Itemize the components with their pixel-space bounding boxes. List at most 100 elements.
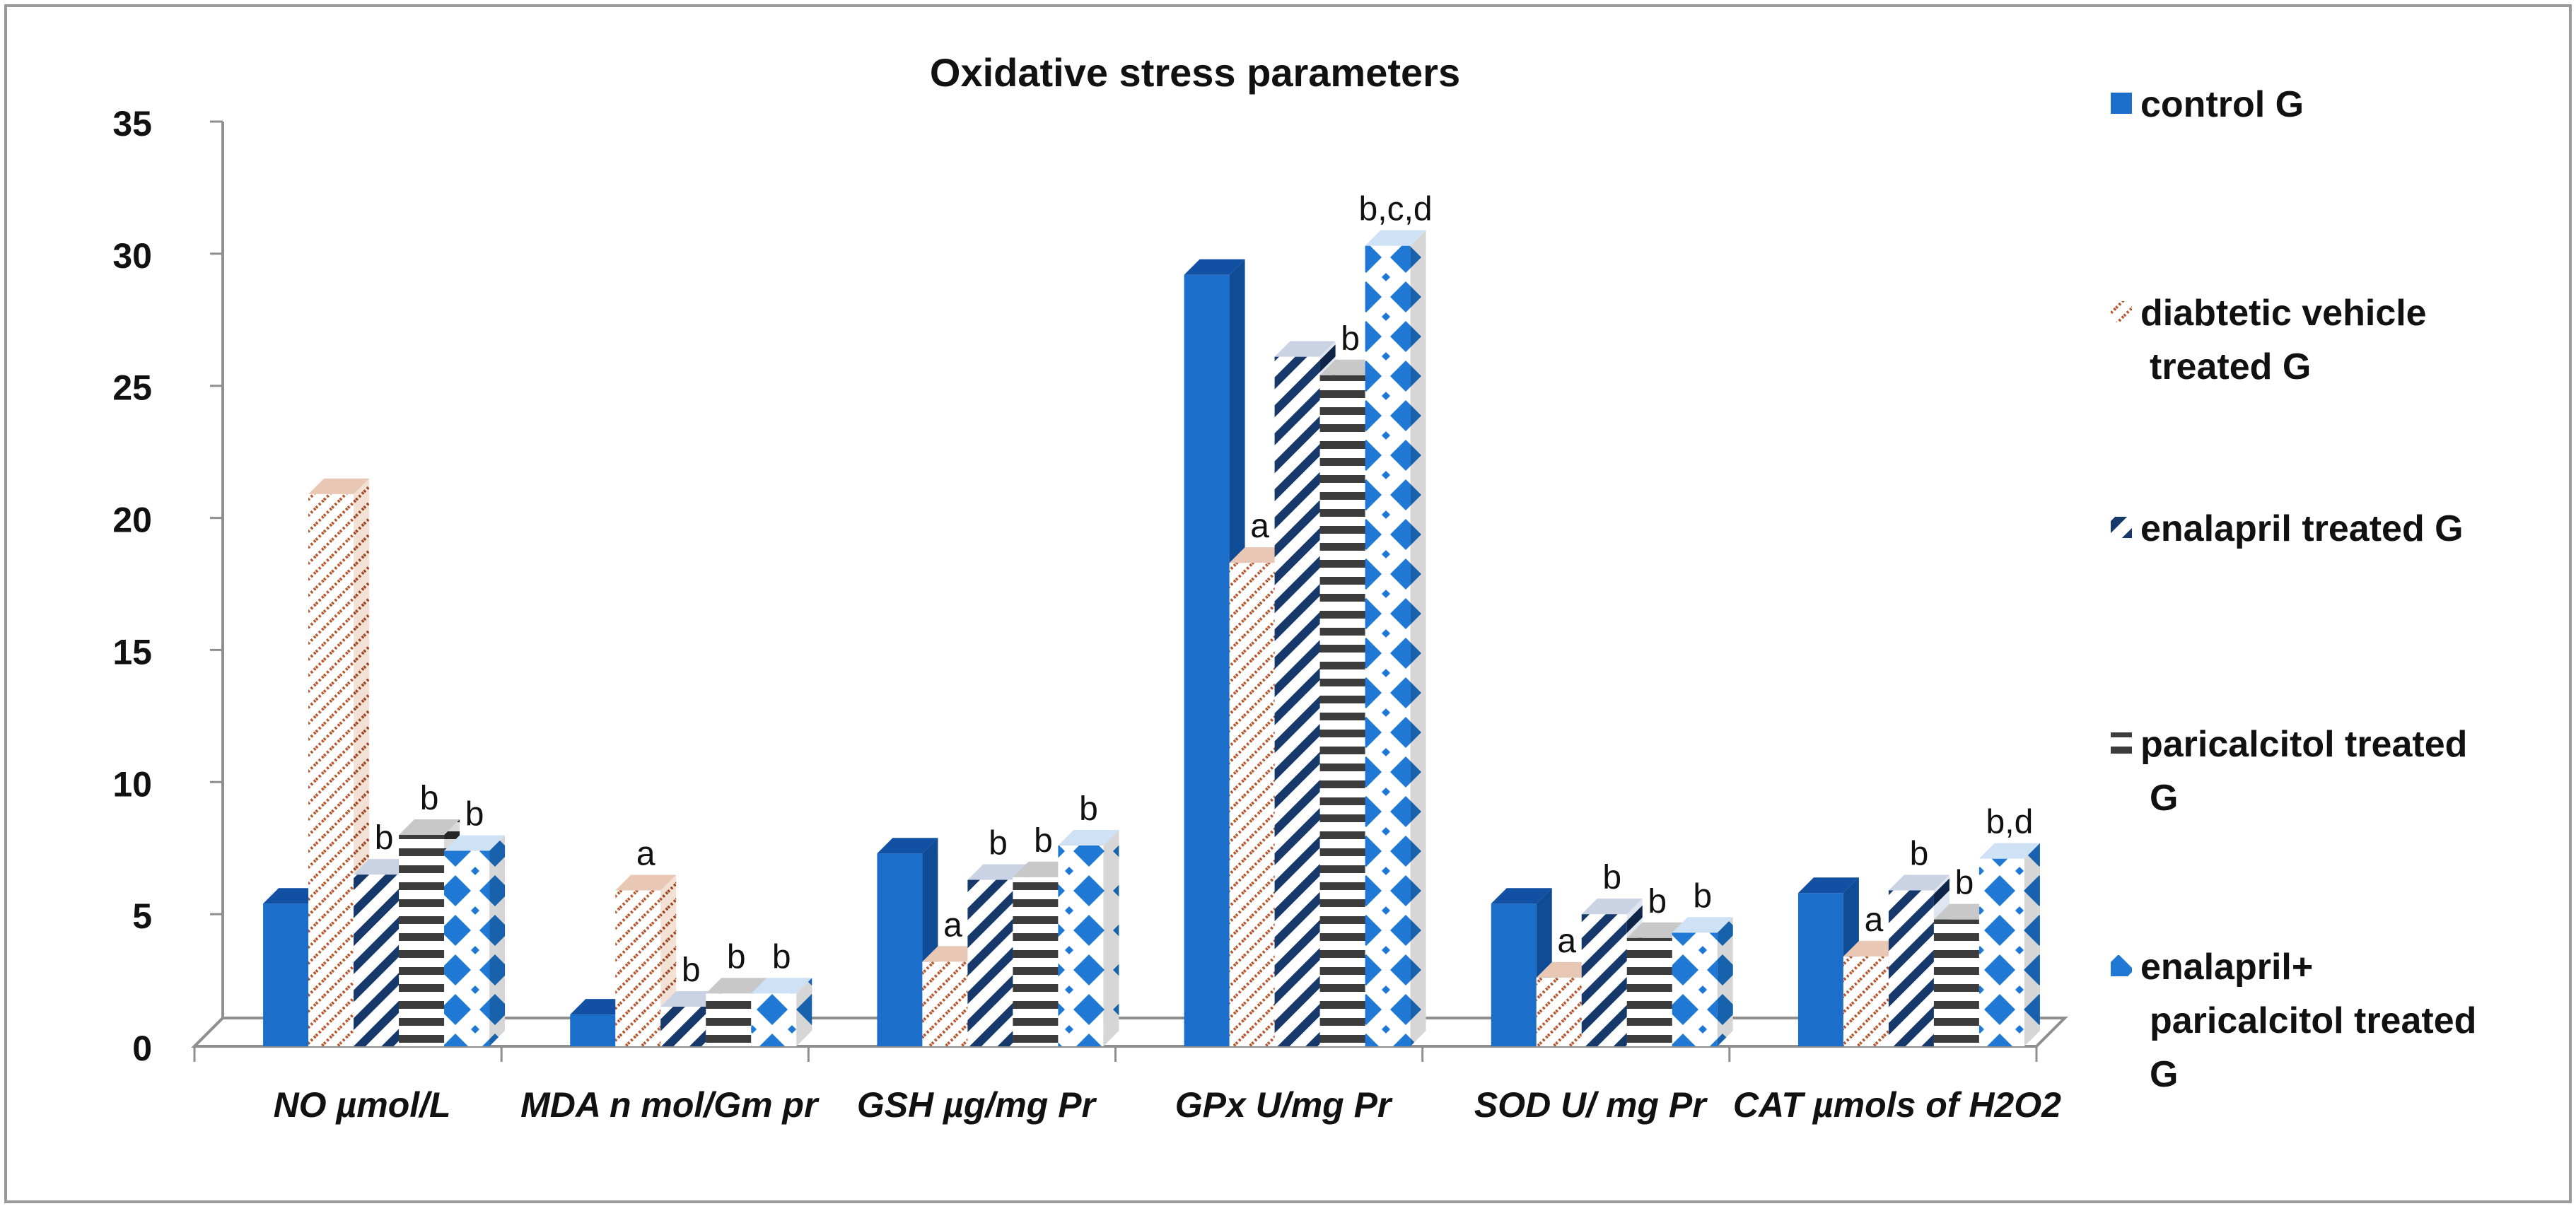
legend-swatch [2111,732,2132,754]
x-category-label: MDA n mol/Gm pr [520,1085,820,1125]
bar-top [1274,341,1336,357]
bar-side [1103,829,1119,1046]
legend-item-1: diabtetic vehicle treated G [2111,293,2427,387]
x-axis-categories: NO µmol/L MDA n mol/Gm pr GSH µg/mg Pr GPx … [274,1085,2062,1125]
bar-4-0 [1491,888,1552,1046]
bar-0-4 [444,835,506,1046]
bar-annotation: b [682,952,701,989]
legend-swatch [2111,301,2132,322]
bar-annotation: a [1250,508,1269,545]
bar-side [796,978,812,1046]
bar-top [399,819,460,836]
bar-front [967,879,1013,1046]
bar-front [660,1006,706,1046]
bar-annotation: b [420,780,439,817]
bar-top [1058,829,1119,846]
y-tick-label: 35 [112,104,152,144]
bar-top [1888,874,1950,891]
bar-annotation: b [375,819,394,857]
legend-label: enalapril treated G [2140,508,2464,549]
bar-top [1491,888,1552,904]
bar-top [1672,917,1733,933]
bar-annotation: b,d [1986,804,2034,841]
bar-annotation: b [465,795,484,833]
bar-side [1717,917,1733,1046]
legend-label: enalapril+ paricalcitol treated G [2140,947,2476,1095]
bar-annotation: b [1648,883,1667,920]
legend-item-4: enalapril+ paricalcitol treated G [2111,947,2476,1095]
bar-annotation: a [636,836,655,873]
bar-annotation: b,c,d [1359,191,1433,228]
bar-annotation: a [1865,901,1884,939]
legend-label-line: paricalcitol treated [2140,724,2467,765]
bar-front [751,993,797,1046]
legend-label-line: G [2150,778,2178,819]
y-tick-label: 10 [112,764,152,804]
bar-top [877,838,938,854]
y-tick-label: 5 [132,896,152,936]
x-category-label: GSH µg/mg Pr [857,1085,1097,1125]
bar-front [263,903,309,1046]
bar-front [308,493,354,1046]
bar-front [1843,956,1889,1046]
bar-front [1933,919,1979,1046]
bar-top [967,864,1029,880]
y-tick-label: 15 [112,632,152,672]
legend-swatch [2111,517,2132,538]
bar-2-4 [1058,829,1119,1046]
legend-label-line: control G [2140,84,2304,125]
y-axis-ticks: 0 5 10 15 20 25 30 35 [112,104,223,1068]
bar-front [1626,937,1672,1046]
bar-front [1013,877,1059,1046]
bar-annotation: b [1955,865,1974,902]
bar-annotation: b [1693,877,1712,915]
bar-annotation: b [727,938,746,976]
legend: control G diabtetic vehicle treated G enal… [2111,84,2476,1095]
legend-label-line: G [2150,1054,2178,1095]
bar-annotation: b [1341,320,1360,358]
y-tick-label: 20 [112,501,152,540]
legend-item-2: enalapril treated G [2111,508,2464,549]
bar-front [1319,375,1365,1046]
legend-item-0: control G [2111,84,2304,125]
bar-top [308,478,370,494]
bar-side [1410,230,1426,1046]
bar-annotation: b [1079,790,1098,828]
bar-top [706,978,767,994]
bar-1-4 [751,978,812,1046]
bar-annotation: b [989,825,1008,862]
legend-swatch [2111,93,2132,114]
legend-label-line: enalapril+ [2140,947,2313,988]
x-category-label: GPx U/mg Pr [1175,1085,1393,1125]
legend-item-3: paricalcitol treated G [2111,724,2467,819]
bar-front [354,874,400,1046]
bar-top [1797,877,1859,894]
legend-label: diabtetic vehicle treated G [2140,293,2427,387]
bar-side [489,835,506,1046]
y-tick-label: 25 [112,368,152,408]
bar-front [1274,356,1320,1046]
bar-4-4 [1672,917,1733,1046]
bar-top [1184,259,1245,275]
bar-front [706,993,752,1046]
bar-front [1058,845,1104,1046]
x-category-label: SOD U/ mg Pr [1474,1085,1708,1125]
bar-top [444,835,506,851]
bar-front [570,1014,616,1046]
chart-title: Oxidative stress parameters [930,50,1460,95]
y-tick-label: 30 [112,236,152,276]
bar-front [1888,890,1934,1046]
bar-3-4 [1365,230,1426,1046]
bar-5-0 [1797,877,1859,1046]
bar-top [615,874,677,891]
bar-front [922,961,968,1046]
axis-layer [191,122,2068,1062]
bar-annotation: b [772,938,791,976]
bar-annotation: a [943,906,962,944]
bar-3-0 [1184,259,1245,1046]
bar-front [1365,245,1411,1046]
legend-label-line: paricalcitol treated [2150,1000,2476,1041]
bar-annotation: b [1910,836,1929,873]
